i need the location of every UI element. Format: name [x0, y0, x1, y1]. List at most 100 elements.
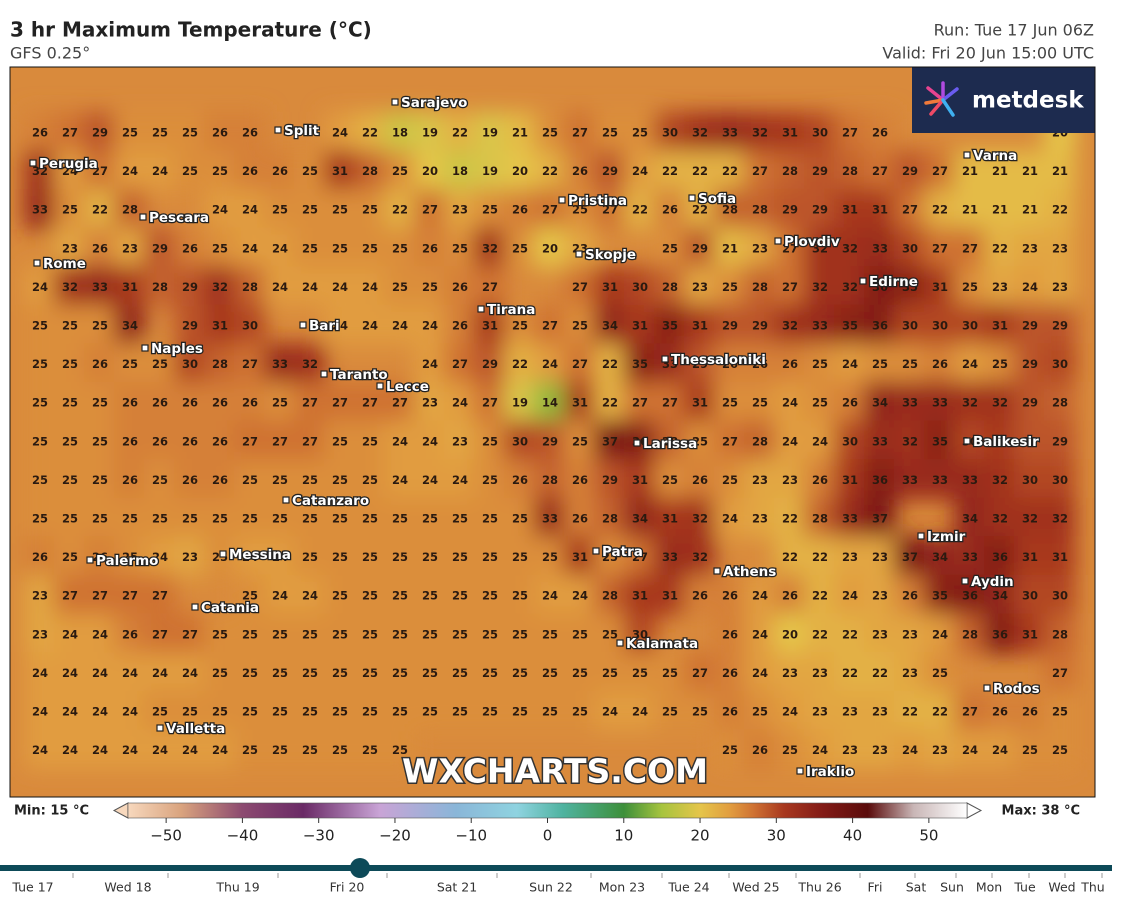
timeline-label[interactable]: Sun: [940, 880, 964, 895]
timeline-thumb[interactable]: [350, 858, 370, 878]
temperature-cell: [654, 227, 686, 269]
temperature-value: 25: [602, 666, 618, 680]
temperature-cell: [834, 459, 866, 500]
temperature-cell: [114, 613, 146, 655]
temperature-cell: [504, 150, 536, 191]
temperature-value: 25: [362, 241, 378, 255]
temperature-cell: [384, 574, 416, 616]
temperature-value: 29: [1022, 434, 1038, 448]
temperature-cell: [594, 188, 626, 230]
timeline-label[interactable]: Wed 25: [732, 880, 779, 895]
temperature-value: 23: [422, 396, 438, 410]
temperature-value: 27: [272, 434, 288, 448]
timeline-label[interactable]: Tue 17: [11, 880, 53, 895]
temperature-cell: [774, 188, 806, 230]
timeline-label[interactable]: Thu 26: [797, 880, 841, 895]
temperature-value: 28: [602, 512, 618, 526]
timeline-label[interactable]: Thu: [1080, 880, 1104, 895]
temperature-value: 27: [902, 203, 918, 217]
temperature-cell: [354, 690, 386, 732]
temperature-cell: [354, 729, 386, 770]
temperature-cell: [864, 613, 896, 655]
temperature-cell: [264, 188, 296, 230]
temperature-cell: [714, 150, 746, 191]
temperature-value: 24: [152, 164, 168, 178]
temperature-cell: [444, 343, 476, 384]
temperature-cell: [54, 574, 86, 616]
temperature-value: 27: [302, 434, 318, 448]
timeline-label[interactable]: Tue: [1013, 880, 1036, 895]
timeline-label[interactable]: Sun 22: [529, 880, 573, 895]
temperature-cell: [294, 574, 326, 616]
temperature-value: 25: [722, 280, 738, 294]
temperature-value: 27: [122, 589, 138, 603]
timeline-label[interactable]: Thu 19: [215, 880, 259, 895]
temperature-cell: [174, 497, 206, 539]
temperature-value: 33: [272, 357, 288, 371]
temperature-cell: [264, 613, 296, 655]
temperature-value: 31: [212, 319, 228, 333]
temperature-value: 25: [542, 666, 558, 680]
temperature-cell: [774, 652, 806, 693]
max-label: Max: 38 °C: [1002, 804, 1080, 819]
temperature-value: 31: [842, 473, 858, 487]
temperature-value: 23: [872, 627, 888, 641]
timeline-label[interactable]: Sat: [906, 880, 927, 895]
temperature-value: 25: [362, 473, 378, 487]
temperature-value: 28: [812, 512, 828, 526]
temperature-value: 27: [932, 164, 948, 178]
temperature-cell: [144, 381, 176, 423]
temperature-value: 18: [452, 164, 468, 178]
timeline-label[interactable]: Wed: [1048, 880, 1075, 895]
temperature-value: 30: [242, 319, 258, 333]
temperature-value: 19: [512, 396, 528, 410]
timeline-label[interactable]: Fri: [868, 880, 883, 895]
temperature-cell: [744, 150, 776, 191]
temperature-cell: [894, 690, 926, 732]
temperature-cell: [804, 304, 836, 346]
temperature-value: 25: [212, 705, 228, 719]
temperature-cell: [744, 497, 776, 539]
temperature-cell: [114, 266, 146, 307]
temperature-cell: [84, 613, 116, 655]
city-label: Patra: [602, 544, 643, 560]
temperature-value: 22: [692, 164, 708, 178]
temperature-cell: [504, 188, 536, 230]
timeline-label[interactable]: Tue 24: [667, 880, 709, 895]
temperature-value: 35: [932, 589, 948, 603]
timeline-label[interactable]: Fri 20: [330, 880, 365, 895]
timeline-label[interactable]: Wed 18: [104, 880, 151, 895]
temperature-cell: [954, 729, 986, 770]
temperature-cell: [174, 266, 206, 307]
timeline-label[interactable]: Mon: [976, 880, 1002, 895]
temperature-value: 25: [422, 627, 438, 641]
timeline-label[interactable]: Sat 21: [437, 880, 477, 895]
temperature-cell: [624, 690, 656, 732]
temperature-value: 18: [392, 126, 408, 140]
colorbar-tick-label: 20: [690, 827, 709, 845]
temperature-value: 24: [752, 627, 768, 641]
temperature-cell: [804, 497, 836, 539]
timeline-label[interactable]: Mon 23: [599, 880, 645, 895]
temperature-cell: [804, 381, 836, 423]
temperature-cell: [324, 497, 356, 539]
temperature-value: 22: [632, 203, 648, 217]
temperature-value: 33: [932, 396, 948, 410]
temperature-cell: [1044, 381, 1076, 423]
temperature-cell: [1014, 459, 1046, 500]
colorbar-bar: [127, 802, 968, 819]
temperature-cell: [894, 188, 926, 230]
timeline: Tue 17 Wed 18 Thu 19 Fri 20 Sat 21 Sun 22 Mon …: [0, 858, 1112, 895]
temperature-value: 27: [872, 164, 888, 178]
temperature-cell: [564, 459, 596, 500]
temperature-value: 25: [242, 743, 258, 757]
temperature-cell: [234, 536, 266, 577]
temperature-cell: [804, 188, 836, 230]
temperature-value: 24: [842, 589, 858, 603]
temperature-value: 26: [842, 396, 858, 410]
temperature-cell: [624, 536, 656, 577]
temperature-cell: [54, 381, 86, 423]
temperature-cell: [804, 536, 836, 577]
temperature-value: 22: [782, 512, 798, 526]
